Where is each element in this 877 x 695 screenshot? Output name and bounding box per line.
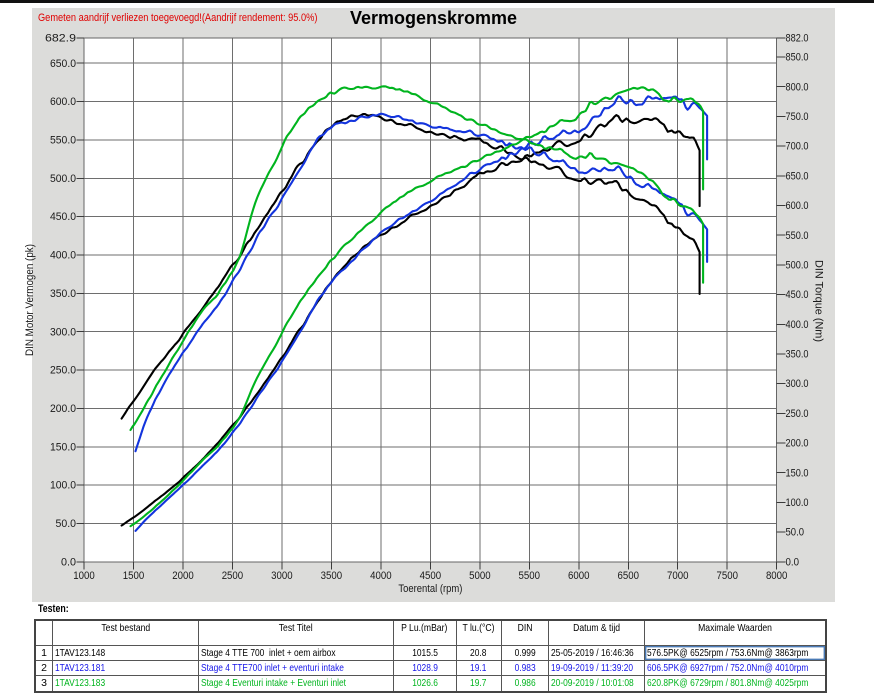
svg-text:450.0: 450.0 bbox=[50, 211, 76, 223]
svg-text:100.0: 100.0 bbox=[786, 497, 809, 509]
svg-text:5000: 5000 bbox=[469, 570, 491, 582]
svg-text:800.0: 800.0 bbox=[786, 81, 809, 93]
svg-text:50.0: 50.0 bbox=[56, 518, 77, 530]
svg-text:500.0: 500.0 bbox=[786, 259, 809, 271]
svg-text:DIN Motor Vermogen (pk): DIN Motor Vermogen (pk) bbox=[24, 244, 36, 356]
svg-text:300.0: 300.0 bbox=[786, 378, 809, 390]
svg-text:500.0: 500.0 bbox=[50, 173, 76, 185]
svg-text:150.0: 150.0 bbox=[50, 441, 76, 453]
svg-text:882.0: 882.0 bbox=[786, 33, 809, 45]
svg-text:300.0: 300.0 bbox=[50, 326, 76, 338]
svg-text:600.0: 600.0 bbox=[50, 96, 76, 108]
svg-text:150.0: 150.0 bbox=[786, 467, 809, 479]
svg-text:2000: 2000 bbox=[172, 570, 194, 582]
svg-text:400.0: 400.0 bbox=[786, 319, 809, 331]
svg-text:1500: 1500 bbox=[123, 570, 145, 582]
svg-text:50.0: 50.0 bbox=[786, 527, 805, 539]
svg-text:250.0: 250.0 bbox=[786, 408, 809, 420]
svg-text:400.0: 400.0 bbox=[50, 250, 76, 262]
svg-text:550.0: 550.0 bbox=[786, 230, 809, 242]
svg-text:5500: 5500 bbox=[519, 570, 541, 582]
svg-text:0.0: 0.0 bbox=[786, 556, 800, 568]
svg-text:8000: 8000 bbox=[766, 570, 788, 582]
svg-text:850.0: 850.0 bbox=[786, 52, 809, 64]
svg-text:350.0: 350.0 bbox=[50, 288, 76, 300]
svg-text:550.0: 550.0 bbox=[50, 135, 76, 147]
svg-text:200.0: 200.0 bbox=[786, 438, 809, 450]
svg-text:0.0: 0.0 bbox=[61, 556, 76, 568]
svg-text:6000: 6000 bbox=[568, 570, 590, 582]
svg-text:Toerental (rpm): Toerental (rpm) bbox=[398, 583, 462, 595]
svg-text:7000: 7000 bbox=[667, 570, 689, 582]
svg-text:DIN Torque (Nm): DIN Torque (Nm) bbox=[813, 260, 825, 342]
svg-text:4000: 4000 bbox=[370, 570, 392, 582]
svg-text:650.0: 650.0 bbox=[50, 58, 76, 70]
svg-text:1000: 1000 bbox=[73, 570, 95, 582]
svg-text:3000: 3000 bbox=[271, 570, 293, 582]
svg-text:600.0: 600.0 bbox=[786, 200, 809, 212]
svg-text:7500: 7500 bbox=[716, 570, 738, 582]
svg-text:700.0: 700.0 bbox=[786, 141, 809, 153]
svg-text:650.0: 650.0 bbox=[786, 170, 809, 182]
svg-text:750.0: 750.0 bbox=[786, 111, 809, 123]
svg-text:4500: 4500 bbox=[420, 570, 442, 582]
svg-text:350.0: 350.0 bbox=[786, 349, 809, 361]
svg-text:200.0: 200.0 bbox=[50, 403, 76, 415]
svg-text:450.0: 450.0 bbox=[786, 289, 809, 301]
svg-text:6500: 6500 bbox=[618, 570, 640, 582]
svg-text:682.9: 682.9 bbox=[45, 33, 76, 45]
svg-text:250.0: 250.0 bbox=[50, 365, 76, 377]
svg-text:3500: 3500 bbox=[321, 570, 343, 582]
svg-text:100.0: 100.0 bbox=[50, 480, 76, 492]
svg-text:2500: 2500 bbox=[222, 570, 244, 582]
